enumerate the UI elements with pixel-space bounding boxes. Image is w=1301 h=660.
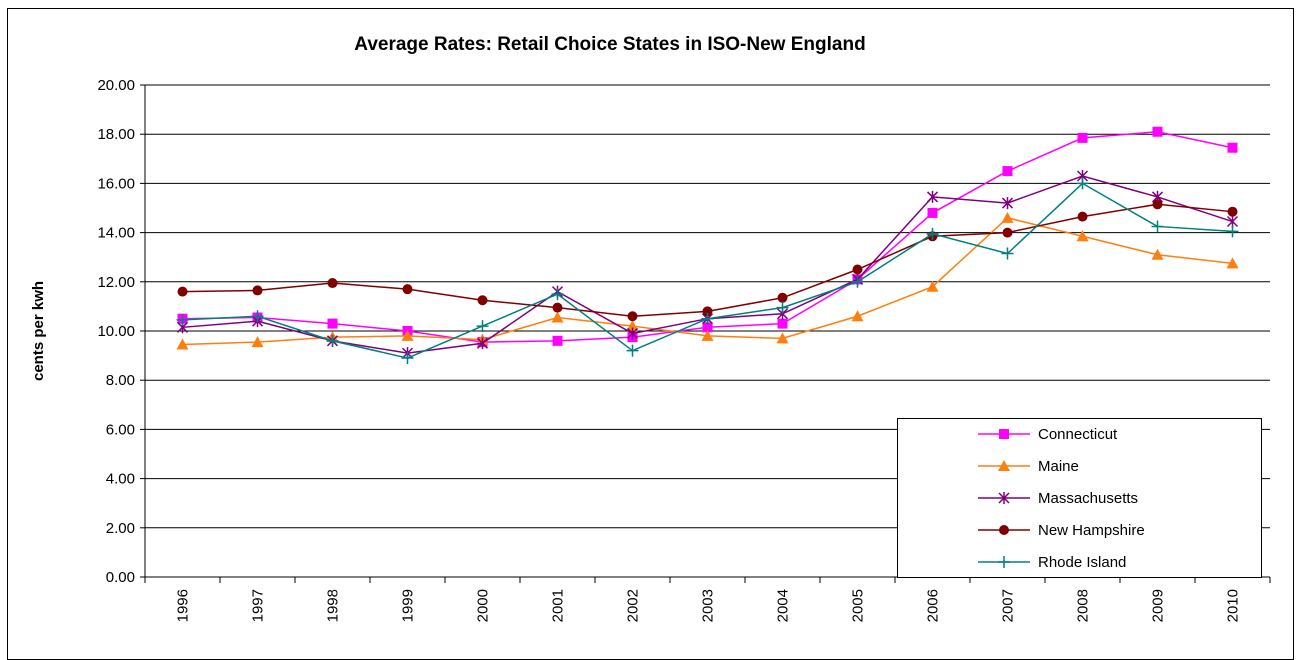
y-tick-label: 12.00: [97, 274, 135, 291]
x-tick-label: 2008: [1075, 589, 1092, 622]
data-point: [627, 311, 638, 322]
data-point: [851, 310, 864, 322]
data-point: [1077, 132, 1088, 143]
data-point: [851, 275, 864, 288]
data-point: [327, 318, 338, 329]
data-point: [926, 190, 939, 203]
legend: Connecticut Maine Massachusetts New Hampshi…: [897, 418, 1262, 578]
legend-label: New Hampshire: [1038, 522, 1145, 539]
data-point: [1227, 206, 1238, 217]
y-tick-label: 10.00: [97, 323, 135, 340]
data-point: [1226, 257, 1239, 269]
y-tick-label: 16.00: [97, 175, 135, 192]
data-point: [1226, 225, 1239, 238]
legend-label: Rhode Island: [1038, 554, 1126, 571]
data-point: [476, 337, 489, 350]
data-point: [326, 334, 339, 347]
y-tick-label: 14.00: [97, 225, 135, 242]
legend-marker: [998, 460, 1010, 471]
legend-marker: [999, 525, 1009, 535]
data-point: [551, 311, 564, 323]
data-point: [402, 284, 413, 295]
y-tick-label: 4.00: [106, 471, 135, 488]
x-tick-label: 2009: [1150, 589, 1167, 622]
data-point: [176, 313, 189, 326]
data-point: [401, 329, 414, 341]
x-tick-label: 1999: [400, 589, 417, 622]
legend-marker: [998, 556, 1010, 568]
data-point: [251, 310, 264, 323]
legend-label: Maine: [1038, 458, 1079, 475]
y-tick-label: 6.00: [106, 421, 135, 438]
data-point: [776, 332, 789, 344]
data-point: [477, 295, 488, 306]
data-point: [776, 301, 789, 314]
data-point: [1001, 247, 1014, 260]
x-tick-label: 1997: [250, 589, 267, 622]
data-point: [551, 288, 564, 301]
data-point: [1152, 199, 1163, 210]
data-point: [701, 329, 714, 341]
data-point: [1152, 126, 1163, 137]
data-point: [702, 306, 713, 317]
data-point: [927, 207, 938, 218]
legend-label: Massachusetts: [1038, 490, 1138, 507]
data-point: [251, 336, 264, 348]
data-point: [476, 320, 489, 333]
data-point: [552, 335, 563, 346]
data-point: [1002, 166, 1013, 177]
x-tick-label: 2004: [775, 589, 792, 622]
data-point: [1077, 211, 1088, 222]
y-tick-label: 18.00: [97, 126, 135, 143]
x-tick-label: 2005: [850, 589, 867, 622]
x-tick-label: 1998: [325, 589, 342, 622]
y-tick-label: 20.00: [97, 77, 135, 94]
data-point: [176, 338, 189, 350]
legend-box: [897, 418, 1262, 578]
x-tick-label: 2003: [700, 589, 717, 622]
y-tick-label: 2.00: [106, 520, 135, 537]
data-point: [177, 286, 188, 297]
data-point: [1001, 211, 1014, 223]
legend-label: Connecticut: [1038, 426, 1118, 443]
data-point: [1151, 248, 1164, 260]
data-point: [1076, 230, 1089, 242]
y-axis-label: cents per kwh: [30, 281, 47, 381]
data-point: [777, 292, 788, 303]
data-point: [777, 318, 788, 329]
chart-title: Average Rates: Retail Choice States in I…: [354, 34, 865, 55]
y-tick-label: 0.00: [106, 569, 135, 586]
x-tick-label: 2000: [475, 589, 492, 622]
data-point: [926, 227, 939, 240]
x-tick-label: 2001: [550, 589, 567, 622]
data-point: [1151, 220, 1164, 233]
data-point: [1227, 142, 1238, 153]
x-tick-label: 2010: [1225, 589, 1242, 622]
data-point: [252, 285, 263, 296]
legend-marker: [999, 429, 1009, 439]
data-point: [1076, 177, 1089, 190]
data-point: [701, 312, 714, 325]
data-point: [327, 278, 338, 289]
y-tick-label: 8.00: [106, 372, 135, 389]
x-tick-label: 2002: [625, 589, 642, 622]
legend-marker: [998, 492, 1010, 504]
data-point: [926, 280, 939, 292]
data-point: [626, 327, 639, 340]
data-point: [626, 320, 639, 332]
data-point: [626, 344, 639, 357]
x-tick-label: 1996: [175, 589, 192, 622]
data-point: [1001, 197, 1014, 210]
data-point: [401, 352, 414, 365]
x-tick-label: 2007: [1000, 589, 1017, 622]
data-point: [852, 264, 863, 275]
data-point: [1002, 227, 1013, 238]
data-point: [552, 302, 563, 313]
data-point: [702, 322, 713, 333]
x-tick-label: 2006: [925, 589, 942, 622]
